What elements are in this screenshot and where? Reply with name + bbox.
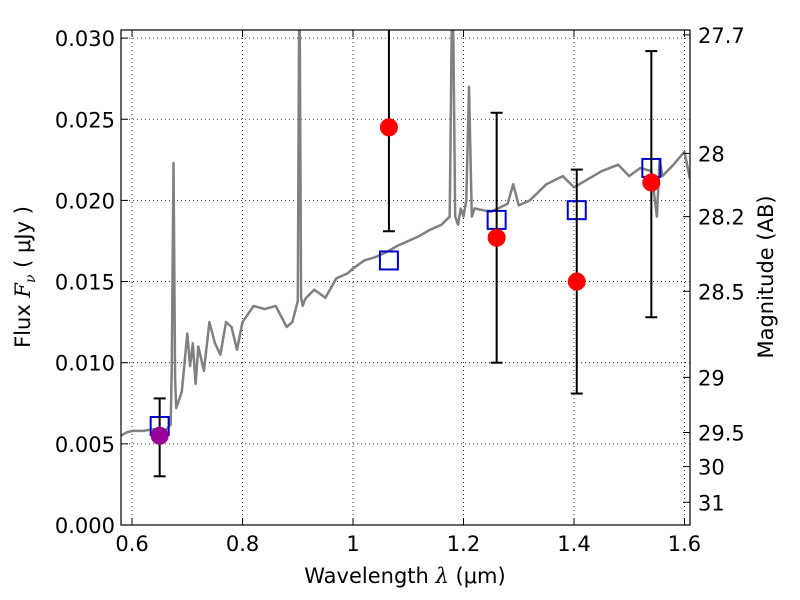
y-tick-label: 0.030 bbox=[55, 27, 115, 51]
observed-flux-point bbox=[379, 118, 398, 137]
y-tick-label: 0.005 bbox=[55, 433, 115, 457]
x-axis-label-suffix: (μm) bbox=[449, 564, 506, 588]
ticks: 0.6 0.8 1 1.2 1.4 1.6 0.000 0.005 0.010 0.015 0.02… bbox=[55, 24, 745, 556]
x-axis-label-symbol: λ bbox=[435, 564, 449, 588]
plot-clip bbox=[121, 30, 690, 478]
observed-flux-point bbox=[150, 426, 169, 445]
y-tick-label: 0.015 bbox=[55, 271, 115, 295]
y-axis-label: Flux Fν ( μJy ) bbox=[11, 206, 39, 348]
model-photometry-point bbox=[378, 250, 399, 271]
y2-axis-label: Magnitude (AB) bbox=[754, 195, 778, 358]
x-tick-label: 1 bbox=[346, 532, 359, 556]
y2-tick-label: 28.5 bbox=[698, 280, 745, 304]
y2-tick-label: 31 bbox=[698, 491, 725, 515]
x-tick-label: 1.2 bbox=[447, 532, 480, 556]
y2-tick-label: 29 bbox=[698, 366, 725, 390]
model-sed-line bbox=[121, 30, 690, 437]
x-axis-label-prefix: Wavelength bbox=[304, 564, 435, 588]
y-axis-label-subscript: ν bbox=[23, 274, 39, 283]
plot-frame bbox=[120, 29, 691, 526]
y-tick-label: 0.025 bbox=[55, 108, 115, 132]
plot-area bbox=[121, 30, 690, 478]
observed-flux-point bbox=[567, 272, 586, 291]
y-tick-label: 0.000 bbox=[55, 514, 115, 538]
y-axis-label-prefix: Flux bbox=[11, 298, 35, 348]
y-axis-label-suffix: ( μJy ) bbox=[11, 206, 35, 274]
x-tick-label: 1.4 bbox=[557, 532, 590, 556]
y2-tick-label: 29.5 bbox=[698, 421, 745, 445]
x-tick-label: 0.8 bbox=[226, 532, 259, 556]
observed-flux-point bbox=[487, 228, 506, 247]
x-axis-label: Wavelength λ (μm) bbox=[304, 564, 505, 588]
y-tick-label: 0.010 bbox=[55, 352, 115, 376]
y-tick-label: 0.020 bbox=[55, 189, 115, 213]
y-axis-label-symbol: F bbox=[11, 282, 35, 299]
observed-flux-point bbox=[642, 173, 661, 192]
y2-tick-label: 28.2 bbox=[698, 206, 745, 230]
y2-tick-label: 30 bbox=[698, 456, 725, 480]
x-tick-label: 0.6 bbox=[115, 532, 148, 556]
y2-tick-label: 28 bbox=[698, 142, 725, 166]
y2-tick-label: 27.7 bbox=[698, 24, 745, 48]
x-tick-label: 1.6 bbox=[668, 532, 701, 556]
grid bbox=[121, 30, 690, 526]
